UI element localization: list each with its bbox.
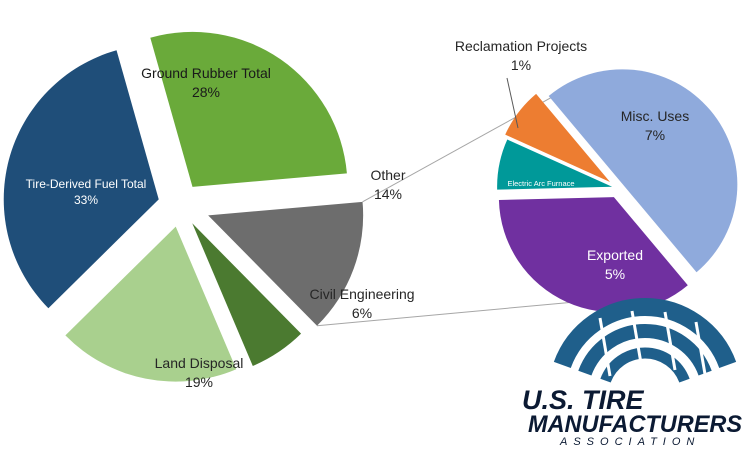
logo-line1: U.S. TIRE (522, 385, 645, 415)
logo-tread-gap-0 (598, 317, 612, 377)
logo-arc-0 (553, 298, 737, 369)
label-reclamation-projects: Reclamation Projects 1% (455, 38, 587, 73)
label-electric-arc-furnace: Electric Arc Furnace 1% (507, 179, 574, 198)
label-tire-derived-fuel-total: Tire-Derived Fuel Total 33% (26, 177, 147, 207)
slice-tire-derived-fuel-total (3, 50, 159, 309)
ustma-logo: U.S. TIRE MANUFACTURERS ASSOCIATION (522, 298, 742, 448)
slice-other (208, 201, 364, 326)
label-exported: Exported 5% (587, 247, 643, 282)
label-misc-uses: Misc. Uses 7% (621, 108, 689, 143)
slice-exported (498, 197, 688, 313)
connector-bottom (316, 299, 598, 327)
logo-tire-arcs-icon (553, 298, 737, 383)
other-breakdown-pie (497, 69, 738, 313)
slice-civil-engineering (192, 223, 302, 366)
slice-reclamation-projects (505, 93, 611, 182)
logo-tread-gap-2 (663, 311, 677, 371)
logo-tread-gap-3 (694, 321, 708, 381)
label-ground-rubber-total: Ground Rubber Total 28% (141, 65, 271, 100)
slice-land-disposal (65, 226, 237, 382)
logo-line2: MANUFACTURERS (528, 411, 742, 438)
leader-reclamation (506, 77, 519, 129)
logo-arc-2 (600, 347, 690, 383)
slice-labels: Ground Rubber Total 28% Other 14% Civil Engi… (26, 38, 690, 390)
logo-arc-1 (578, 324, 712, 376)
label-civil-engineering: Civil Engineering 6% (309, 286, 414, 321)
logo-tread-gap-1 (630, 310, 644, 370)
main-pie (3, 31, 364, 382)
slice-electric-arc-furnace (497, 139, 613, 190)
slice-ground-rubber-total (150, 31, 347, 187)
label-land-disposal: Land Disposal 19% (155, 355, 244, 390)
logo-line3: ASSOCIATION (559, 436, 700, 448)
label-other: Other 14% (370, 167, 405, 202)
slice-misc-uses (548, 69, 738, 273)
